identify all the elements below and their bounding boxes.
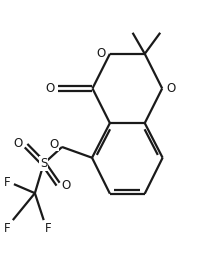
Text: O: O — [166, 82, 176, 95]
Text: O: O — [61, 179, 71, 192]
Text: O: O — [50, 138, 59, 151]
Text: O: O — [14, 137, 23, 150]
Text: O: O — [96, 47, 105, 60]
Text: S: S — [40, 157, 48, 170]
Text: F: F — [4, 176, 11, 189]
Text: O: O — [46, 82, 55, 95]
Text: F: F — [4, 222, 11, 235]
Text: F: F — [45, 222, 52, 235]
